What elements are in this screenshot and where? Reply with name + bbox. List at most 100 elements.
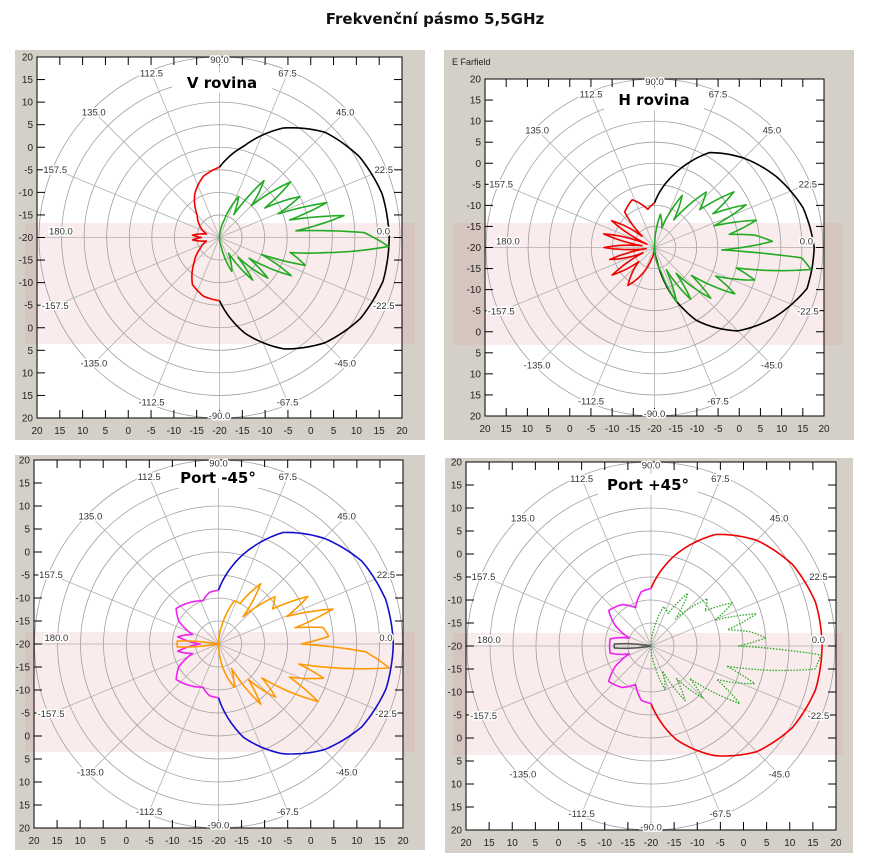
angle-label: 22.5 <box>377 570 396 581</box>
x-tick-label: -10 <box>690 838 705 849</box>
x-tick-label: 0 <box>556 838 562 849</box>
x-tick-label: 0 <box>123 836 129 847</box>
x-tick-label: -5 <box>283 836 292 847</box>
angle-label: -112.5 <box>138 397 164 408</box>
y-tick-label: -10 <box>448 688 463 699</box>
grid-spoke <box>218 473 290 645</box>
x-tick-label: 10 <box>507 838 519 849</box>
angle-label: 180.0 <box>496 237 520 248</box>
x-tick-label: 15 <box>484 838 496 849</box>
pattern-series-3 <box>217 582 391 706</box>
chart-title: H rovina <box>618 91 689 109</box>
x-tick-label: -5 <box>577 838 586 849</box>
y-tick-label: 5 <box>475 348 481 359</box>
x-tick-label: -20 <box>211 836 226 847</box>
y-tick-label: -5 <box>21 709 30 720</box>
pattern-series-2 <box>602 199 656 287</box>
chart-title: V rovina <box>187 74 257 92</box>
angle-label: 0.0 <box>812 635 825 646</box>
y-tick-label: 10 <box>19 778 31 789</box>
grid-spoke <box>219 237 387 307</box>
pattern-series-1 <box>218 127 391 350</box>
angle-label: 180.0 <box>45 633 69 644</box>
pattern-series-1 <box>217 531 395 755</box>
angle-label: 0.0 <box>379 633 392 644</box>
x-tick-label: 0 <box>125 426 131 437</box>
angle-label: 45.0 <box>337 511 356 522</box>
y-tick-label: -5 <box>453 573 462 584</box>
y-tick-label: -15 <box>19 210 34 221</box>
angle-label: -90.0 <box>209 411 231 422</box>
angle-label: 67.5 <box>279 472 298 483</box>
angle-label: 0.0 <box>377 227 390 238</box>
angle-label: 67.5 <box>278 69 297 80</box>
angle-label: -67.5 <box>707 396 729 407</box>
x-tick-label: 5 <box>758 424 764 435</box>
angle-label: 67.5 <box>709 90 728 101</box>
x-tick-label: -10 <box>167 426 182 437</box>
y-tick-label: 20 <box>470 412 482 423</box>
x-tick-label: 0 <box>567 424 573 435</box>
x-tick-label: -15 <box>668 424 683 435</box>
angle-label: 112.5 <box>140 69 163 80</box>
y-tick-label: 20 <box>19 456 31 467</box>
angle-label: -135.0 <box>80 359 107 370</box>
angle-label: -22.5 <box>797 307 819 318</box>
angle-label: -157.5 <box>38 709 65 720</box>
grid-spoke <box>498 247 655 313</box>
angle-label: 135.0 <box>82 107 106 118</box>
x-tick-label: 5 <box>331 426 337 437</box>
x-tick-label: -5 <box>586 424 595 435</box>
grid-spoke <box>589 91 655 248</box>
title-background <box>172 72 272 93</box>
y-tick-label: -10 <box>467 285 482 296</box>
angle-label: -157.5 <box>42 301 69 312</box>
angle-label: 90.0 <box>210 55 229 66</box>
x-tick-label: -10 <box>165 836 180 847</box>
grid-spoke <box>480 645 652 717</box>
angle-label: 45.0 <box>336 107 355 118</box>
x-tick-label: 20 <box>31 426 43 437</box>
angle-label: -67.5 <box>277 397 299 408</box>
y-tick-label: 15 <box>19 801 31 812</box>
grid-spoke <box>650 575 822 647</box>
angle-label: -157.5 <box>470 711 497 722</box>
y-tick-label: -5 <box>472 306 481 317</box>
angle-label: 112.5 <box>579 90 602 101</box>
angle-label: -90.0 <box>208 821 230 832</box>
pattern-series-3 <box>218 179 390 282</box>
pattern-series-3 <box>653 191 812 304</box>
x-tick-label: -5 <box>716 838 725 849</box>
y-tick-label: -15 <box>448 665 463 676</box>
y-tick-label: 5 <box>27 120 33 131</box>
grid-spoke <box>52 168 220 238</box>
grid-spoke <box>88 513 219 645</box>
y-tick-label: -20 <box>467 243 482 254</box>
y-tick-label: -15 <box>16 617 31 628</box>
grid-spoke <box>650 645 722 817</box>
x-tick-label: 15 <box>54 426 66 437</box>
y-tick-label: 0 <box>27 323 33 334</box>
grid-spoke <box>88 643 219 775</box>
y-tick-label: 15 <box>470 96 482 107</box>
angle-label: 45.0 <box>763 126 782 137</box>
x-tick-label: -15 <box>189 426 204 437</box>
x-tick-label: 15 <box>807 838 819 849</box>
x-tick-label: -20 <box>647 424 662 435</box>
title-background <box>604 89 704 110</box>
angle-label: 157.5 <box>39 570 63 581</box>
x-tick-label: -20 <box>212 426 227 437</box>
pattern-series-2 <box>607 587 652 705</box>
page-title: Frekvenční pásmo 5,5GHz <box>325 10 545 28</box>
angle-label: -22.5 <box>373 301 395 312</box>
y-tick-label: 15 <box>470 390 482 401</box>
x-tick-label: 0 <box>308 426 314 437</box>
y-tick-label: 15 <box>22 391 34 402</box>
x-tick-label: -15 <box>235 426 250 437</box>
grid-spoke <box>650 645 782 777</box>
pattern-series-1 <box>650 533 823 757</box>
y-tick-label: -15 <box>448 619 463 630</box>
grid-spoke <box>654 247 774 367</box>
grid-spoke <box>580 475 652 647</box>
x-tick-label: 15 <box>52 836 64 847</box>
